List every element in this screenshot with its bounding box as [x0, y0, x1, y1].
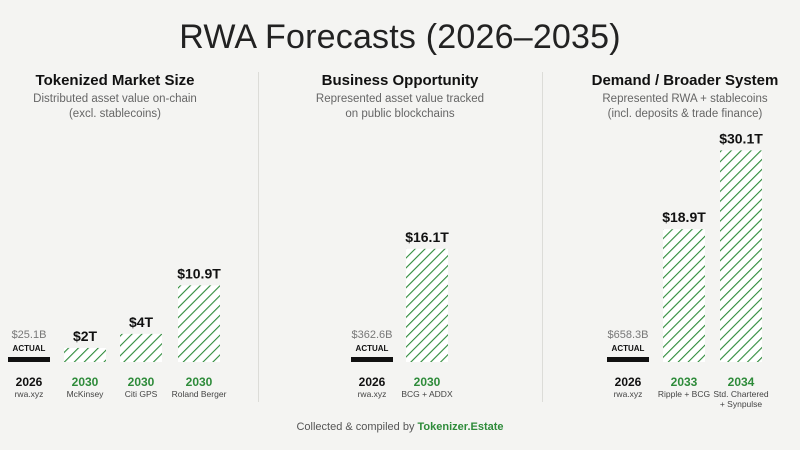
x-tick-source: rwa.xyz [358, 389, 387, 399]
x-tick-year: 2030 [414, 375, 441, 389]
actual-tag: ACTUAL [13, 344, 46, 353]
x-tick-source: McKinsey [67, 389, 105, 399]
actual-tag: ACTUAL [356, 344, 389, 353]
bar-forecast [178, 285, 220, 362]
panel-subtitle-line2: (excl. stablecoins) [68, 108, 162, 120]
panel-header-business-opportunity: Business Opportunity Represented asset v… [290, 72, 510, 122]
bar-actual [8, 357, 50, 362]
x-tick-year: 2030 [128, 375, 155, 389]
x-tick-source: BCG + ADDX [401, 389, 453, 399]
bar-value-label: $30.1T [719, 130, 763, 146]
panel-title: Tokenized Market Size [35, 72, 195, 89]
panel-title: Business Opportunity [321, 72, 479, 89]
x-tick-source: Roland Berger [172, 389, 227, 399]
bar-value-label: $658.3B [608, 329, 649, 341]
panel-header-demand: Demand / Broader System Represented RWA … [575, 72, 795, 122]
x-tick-source-line2: + Synpulse [720, 399, 763, 409]
panel-subtitle-line2: (incl. deposits & trade finance) [607, 108, 763, 120]
panel-subtitle-line1: Distributed asset value on-chain [33, 93, 197, 105]
bar-value-label: $10.9T [177, 265, 221, 281]
x-tick-year: 2026 [359, 375, 386, 389]
actual-tag: ACTUAL [612, 344, 645, 353]
bar-actual [351, 357, 393, 362]
panel-header-market-size: Tokenized Market Size Distributed asset … [15, 72, 215, 122]
x-tick-year: 2026 [615, 375, 642, 389]
x-tick-year: 2030 [186, 375, 213, 389]
bar-forecast [64, 347, 106, 362]
bar-forecast [120, 333, 162, 362]
panel-subtitle-line1: Represented asset value tracked [315, 93, 485, 105]
bar-actual [607, 357, 649, 362]
bar-value-label: $16.1T [405, 229, 449, 245]
x-tick-source: Ripple + BCG [658, 389, 710, 399]
bar-value-label: $25.1B [12, 329, 47, 341]
x-tick-source: Citi GPS [125, 389, 158, 399]
bar-forecast [720, 150, 762, 362]
x-tick-year: 2026 [16, 375, 43, 389]
bar-value-label: $362.6B [352, 329, 393, 341]
x-tick-year: 2030 [72, 375, 99, 389]
x-tick-source: rwa.xyz [614, 389, 643, 399]
bar-value-label: $2T [73, 328, 98, 344]
footer-brand: Tokenizer.Estate [417, 421, 504, 433]
bar-value-label: $4T [129, 314, 154, 330]
panel-divider [258, 72, 259, 402]
panel-divider [542, 72, 543, 402]
x-tick-year: 2033 [671, 375, 698, 389]
bar-forecast [663, 229, 705, 362]
panel-title: Demand / Broader System [591, 72, 779, 89]
footer-prefix: Collected & compiled by [296, 421, 415, 433]
x-tick-source: rwa.xyz [15, 389, 44, 399]
panel-subtitle-line2: on public blockchains [345, 108, 455, 120]
panel-subtitle-line1: Represented RWA + stablecoins [602, 93, 768, 105]
footer-credit: Collected & compiled by Tokenizer.Estate [0, 421, 800, 433]
x-tick-source: Std. Chartered [713, 389, 769, 399]
bar-forecast [406, 248, 448, 362]
x-tick-year: 2034 [728, 375, 755, 389]
page-title: RWA Forecasts (2026–2035) [179, 18, 621, 56]
bar-value-label: $18.9T [662, 209, 706, 225]
